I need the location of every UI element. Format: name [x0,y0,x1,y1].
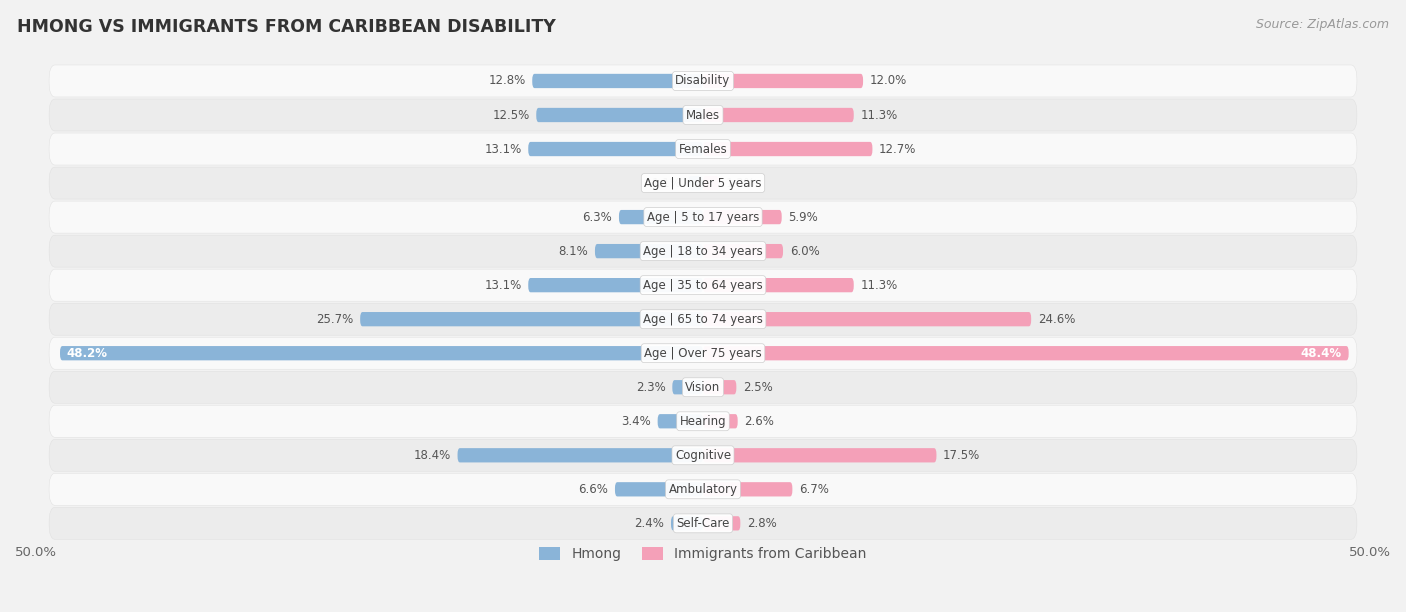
Text: 5.9%: 5.9% [789,211,818,223]
Text: 24.6%: 24.6% [1038,313,1076,326]
FancyBboxPatch shape [49,201,1357,233]
FancyBboxPatch shape [658,414,703,428]
Text: Source: ZipAtlas.com: Source: ZipAtlas.com [1256,18,1389,31]
FancyBboxPatch shape [49,235,1357,267]
FancyBboxPatch shape [49,99,1357,131]
FancyBboxPatch shape [703,108,853,122]
Text: Age | 35 to 64 years: Age | 35 to 64 years [643,278,763,292]
Text: 13.1%: 13.1% [484,278,522,292]
Text: 6.0%: 6.0% [790,245,820,258]
FancyBboxPatch shape [457,448,703,463]
Text: Hearing: Hearing [679,415,727,428]
FancyBboxPatch shape [619,210,703,224]
FancyBboxPatch shape [703,74,863,88]
FancyBboxPatch shape [703,516,741,531]
Text: Age | 18 to 34 years: Age | 18 to 34 years [643,245,763,258]
Text: 48.4%: 48.4% [1301,347,1341,360]
FancyBboxPatch shape [49,269,1357,301]
Text: 2.4%: 2.4% [634,517,664,530]
FancyBboxPatch shape [49,371,1357,403]
Text: Vision: Vision [685,381,721,394]
FancyBboxPatch shape [703,448,936,463]
Text: 25.7%: 25.7% [316,313,353,326]
FancyBboxPatch shape [703,482,793,496]
Text: 18.4%: 18.4% [413,449,451,462]
FancyBboxPatch shape [529,142,703,156]
Text: 1.2%: 1.2% [725,176,755,190]
FancyBboxPatch shape [703,346,1348,360]
Text: 11.3%: 11.3% [860,278,897,292]
Text: 12.8%: 12.8% [488,75,526,88]
Text: Females: Females [679,143,727,155]
Text: HMONG VS IMMIGRANTS FROM CARIBBEAN DISABILITY: HMONG VS IMMIGRANTS FROM CARIBBEAN DISAB… [17,18,555,36]
FancyBboxPatch shape [703,244,783,258]
FancyBboxPatch shape [703,176,718,190]
Text: 12.5%: 12.5% [492,108,530,122]
FancyBboxPatch shape [533,74,703,88]
FancyBboxPatch shape [703,210,782,224]
Text: 13.1%: 13.1% [484,143,522,155]
FancyBboxPatch shape [703,278,853,293]
Text: 2.3%: 2.3% [636,381,665,394]
FancyBboxPatch shape [49,405,1357,437]
FancyBboxPatch shape [529,278,703,293]
FancyBboxPatch shape [49,167,1357,199]
Text: 3.4%: 3.4% [621,415,651,428]
Text: 1.1%: 1.1% [652,176,682,190]
Text: 2.5%: 2.5% [742,381,773,394]
FancyBboxPatch shape [672,380,703,394]
Text: 8.1%: 8.1% [558,245,588,258]
Text: Age | Under 5 years: Age | Under 5 years [644,176,762,190]
Text: Cognitive: Cognitive [675,449,731,462]
Text: 6.7%: 6.7% [799,483,830,496]
Text: Disability: Disability [675,75,731,88]
FancyBboxPatch shape [49,65,1357,97]
FancyBboxPatch shape [49,439,1357,471]
Text: Age | 65 to 74 years: Age | 65 to 74 years [643,313,763,326]
Text: 6.6%: 6.6% [578,483,609,496]
Legend: Hmong, Immigrants from Caribbean: Hmong, Immigrants from Caribbean [534,542,872,567]
Text: 2.6%: 2.6% [744,415,775,428]
FancyBboxPatch shape [703,312,1031,326]
FancyBboxPatch shape [689,176,703,190]
FancyBboxPatch shape [360,312,703,326]
FancyBboxPatch shape [703,142,872,156]
FancyBboxPatch shape [49,133,1357,165]
Text: Ambulatory: Ambulatory [668,483,738,496]
FancyBboxPatch shape [49,507,1357,539]
FancyBboxPatch shape [703,380,737,394]
FancyBboxPatch shape [49,473,1357,506]
Text: Age | 5 to 17 years: Age | 5 to 17 years [647,211,759,223]
Text: Males: Males [686,108,720,122]
FancyBboxPatch shape [671,516,703,531]
Text: 12.0%: 12.0% [870,75,907,88]
Text: Age | Over 75 years: Age | Over 75 years [644,347,762,360]
Text: 17.5%: 17.5% [943,449,980,462]
FancyBboxPatch shape [703,414,738,428]
FancyBboxPatch shape [614,482,703,496]
Text: 2.8%: 2.8% [747,517,776,530]
FancyBboxPatch shape [49,337,1357,369]
Text: Self-Care: Self-Care [676,517,730,530]
FancyBboxPatch shape [49,303,1357,335]
Text: 11.3%: 11.3% [860,108,897,122]
FancyBboxPatch shape [536,108,703,122]
Text: 6.3%: 6.3% [582,211,612,223]
FancyBboxPatch shape [595,244,703,258]
Text: 12.7%: 12.7% [879,143,917,155]
Text: 48.2%: 48.2% [66,347,108,360]
FancyBboxPatch shape [60,346,703,360]
